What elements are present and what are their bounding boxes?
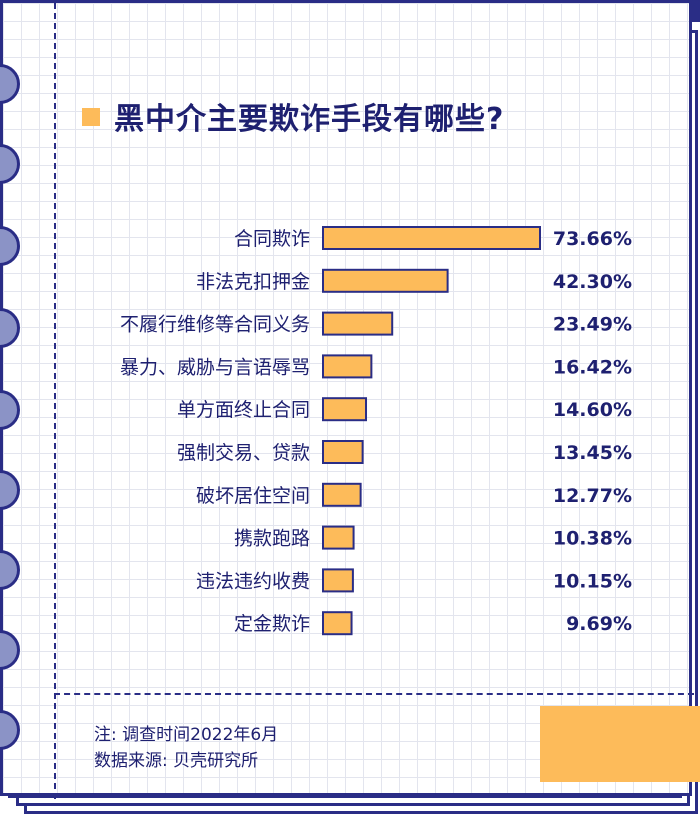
- category-label: 不履行维修等合同义务: [120, 314, 310, 336]
- value-label: 10.38%: [553, 528, 632, 550]
- category-label: 携款跑路: [234, 528, 310, 550]
- bar: [322, 354, 373, 379]
- category-label: 违法违约收费: [196, 570, 310, 592]
- category-label: 非法克扣押金: [196, 271, 310, 293]
- value-label: 23.49%: [553, 314, 632, 336]
- value-label: 9.69%: [566, 613, 632, 635]
- value-label: 73.66%: [553, 228, 632, 250]
- bar: [322, 268, 449, 293]
- bar: [322, 440, 364, 464]
- footer-dashed-line: [54, 693, 694, 695]
- category-label: 定金欺诈: [234, 613, 310, 635]
- category-label: 破坏居住空间: [196, 485, 310, 507]
- margin-dashed-line: [54, 3, 56, 799]
- category-label: 单方面终止合同: [177, 399, 310, 421]
- bar: [322, 311, 394, 336]
- bar: [322, 611, 353, 636]
- survey-time-note: 注: 调查时间2022年6月: [94, 725, 279, 745]
- title-bullet-icon: [82, 108, 100, 126]
- chart-title: 黑中介主要欺诈手段有哪些?: [114, 102, 505, 137]
- value-label: 16.42%: [553, 356, 632, 378]
- value-label: 13.45%: [553, 442, 632, 464]
- value-label: 12.77%: [553, 485, 632, 507]
- bar: [322, 482, 362, 507]
- bar: [322, 397, 368, 422]
- notebook-page: [0, 0, 694, 799]
- corner-accent-block: [540, 706, 700, 782]
- bar: [322, 568, 354, 593]
- source-note: 数据来源: 贝壳研究所: [94, 751, 259, 771]
- value-label: 10.15%: [553, 570, 632, 592]
- value-label: 14.60%: [553, 399, 632, 421]
- category-label: 合同欺诈: [234, 228, 310, 250]
- category-label: 暴力、威胁与言语辱骂: [120, 356, 310, 378]
- bar: [322, 226, 541, 250]
- bar: [322, 525, 355, 550]
- value-label: 42.30%: [553, 271, 632, 293]
- category-label: 强制交易、贷款: [177, 442, 310, 464]
